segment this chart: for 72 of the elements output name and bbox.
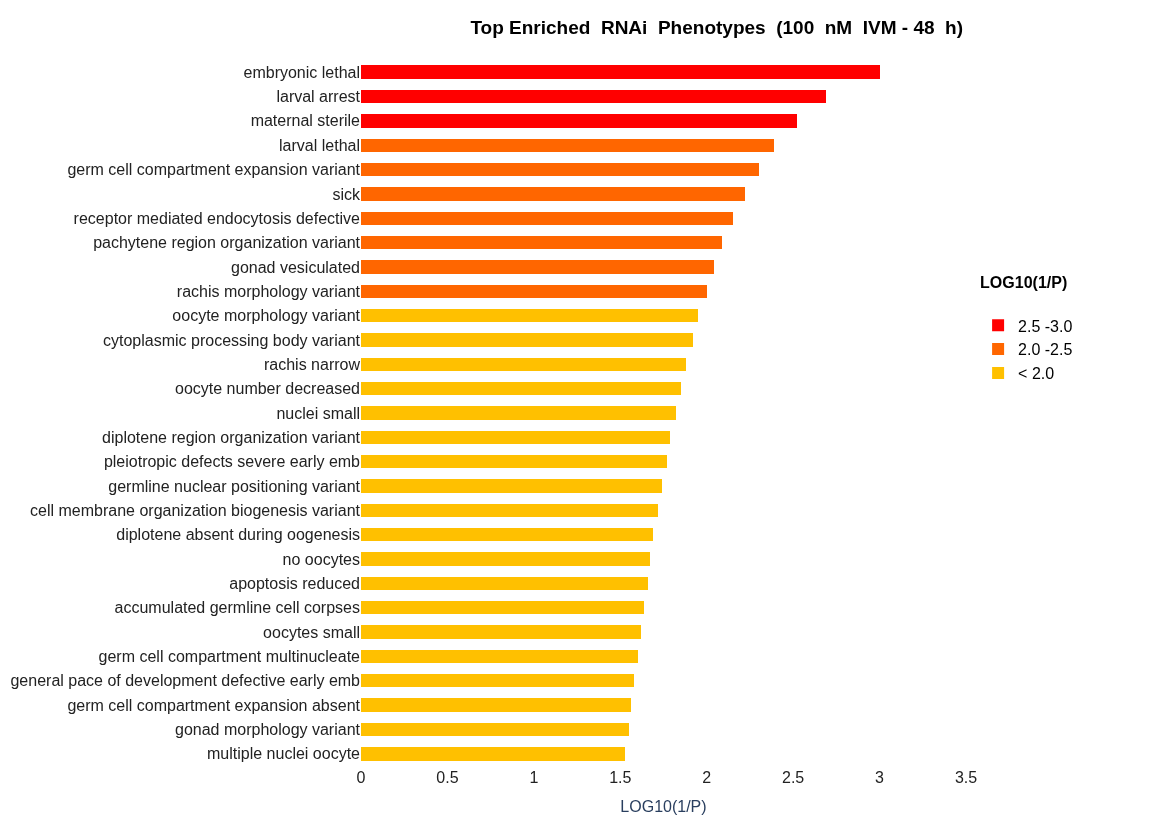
bar xyxy=(361,211,733,225)
bar xyxy=(361,357,686,372)
bar xyxy=(361,747,626,761)
y-tick-label: larval lethal xyxy=(279,136,360,154)
y-tick-label: diplotene absent during oogenesis xyxy=(116,526,360,544)
y-tick-label: pachytene region organization variant xyxy=(93,234,361,252)
y-tick-label: germ cell compartment multinucleate xyxy=(98,648,361,666)
bar xyxy=(361,235,723,250)
y-tick-label: sick xyxy=(332,185,361,203)
bar xyxy=(361,406,676,420)
chart-title: Top Enriched RNAi Phenotypes (100 nM IVM - 48 h) xyxy=(470,16,964,38)
x-tick-label: 0.5 xyxy=(436,769,459,786)
y-tick-label: germline nuclear positioning variant xyxy=(108,477,361,495)
bar xyxy=(361,333,693,347)
x-tick-label: 2.5 xyxy=(782,769,805,786)
y-tick-label: pleiotropic defects severe early emb xyxy=(103,453,361,471)
bar xyxy=(361,528,654,542)
y-tick-label: gonad vesiculated xyxy=(231,258,360,276)
bar xyxy=(361,65,880,79)
x-tick-label: 3.5 xyxy=(954,769,978,786)
y-tick-label: oocyte number decreased xyxy=(175,380,360,398)
x-tick-label: 1 xyxy=(529,769,539,786)
bar xyxy=(361,674,635,688)
legend-label: < 2.0 xyxy=(1018,365,1055,383)
x-tick-label: 0 xyxy=(356,769,366,786)
legend-label: 2.5 -3.0 xyxy=(1018,317,1073,335)
y-tick-label: larval arrest xyxy=(276,88,361,106)
y-tick-label: general pace of development defective early emb xyxy=(10,672,361,690)
bar xyxy=(361,625,642,639)
bar xyxy=(361,576,648,591)
y-tick-label: rachis morphology variant xyxy=(176,282,361,300)
x-tick-label: 2 xyxy=(702,769,712,786)
bar xyxy=(361,503,659,518)
y-tick-label: oocytes small xyxy=(263,623,360,641)
y-tick-label: germ cell compartment expansion variant xyxy=(67,161,361,179)
bar xyxy=(361,698,631,712)
bar xyxy=(361,89,826,104)
bar xyxy=(361,722,629,737)
bar xyxy=(361,284,707,298)
y-tick-label: cell membrane organization biogenesis variant xyxy=(30,501,361,519)
bar xyxy=(361,454,667,469)
bar xyxy=(361,260,714,274)
legend-title: LOG10(1/P) xyxy=(980,273,1068,291)
y-tick-label: cytoplasmic processing body variant xyxy=(102,331,361,349)
y-tick-label: oocyte morphology variant xyxy=(172,307,361,325)
bar xyxy=(361,552,650,566)
y-tick-label: no oocytes xyxy=(282,550,360,568)
bar xyxy=(361,649,638,664)
y-tick-label: apoptosis reduced xyxy=(229,575,360,593)
bar xyxy=(361,187,745,201)
y-tick-label: receptor mediated endocytosis defective xyxy=(73,209,361,227)
y-tick-label: nuclei small xyxy=(276,404,360,422)
bar xyxy=(361,162,759,177)
bar xyxy=(361,430,671,445)
x-tick-label: 1.5 xyxy=(609,769,632,786)
bar xyxy=(361,138,775,152)
y-tick-label: diplotene region organization variant xyxy=(102,428,361,446)
y-tick-label: gonad morphology variant xyxy=(174,721,361,739)
y-tick-label: multiple nuclei oocyte xyxy=(207,745,361,763)
bar xyxy=(361,114,797,128)
y-tick-label: rachis narrow xyxy=(263,355,361,373)
y-tick-label: maternal sterile xyxy=(250,112,361,130)
x-tick-label: 3 xyxy=(875,769,885,786)
legend-label: 2.0 -2.5 xyxy=(1018,341,1073,359)
bar xyxy=(361,479,662,493)
y-tick-label: accumulated germline cell corpses xyxy=(114,599,360,617)
bar xyxy=(361,381,681,396)
y-tick-label: embryonic lethal xyxy=(243,63,360,81)
y-tick-label: germ cell compartment expansion absent xyxy=(67,696,361,714)
bar xyxy=(361,601,645,615)
x-axis-title: LOG10(1/P) xyxy=(620,797,707,815)
bar xyxy=(361,308,699,323)
